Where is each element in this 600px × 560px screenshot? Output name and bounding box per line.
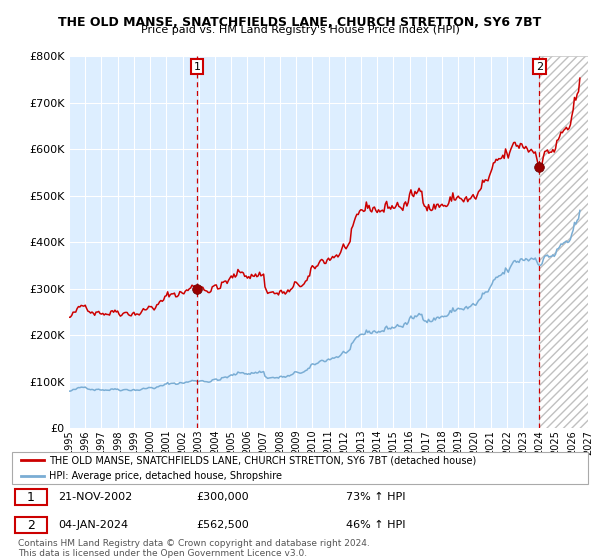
Text: Contains HM Land Registry data © Crown copyright and database right 2024.
This d: Contains HM Land Registry data © Crown c… [18, 539, 370, 558]
Text: 1: 1 [194, 62, 200, 72]
Bar [539, 56, 588, 428]
Text: £300,000: £300,000 [196, 492, 249, 502]
Text: 04-JAN-2024: 04-JAN-2024 [58, 520, 128, 530]
Text: HPI: Average price, detached house, Shropshire: HPI: Average price, detached house, Shro… [49, 472, 283, 481]
Text: £562,500: £562,500 [196, 520, 249, 530]
Text: THE OLD MANSE, SNATCHFIELDS LANE, CHURCH STRETTON, SY6 7BT: THE OLD MANSE, SNATCHFIELDS LANE, CHURCH… [58, 16, 542, 29]
Text: THE OLD MANSE, SNATCHFIELDS LANE, CHURCH STRETTON, SY6 7BT (detached house): THE OLD MANSE, SNATCHFIELDS LANE, CHURCH… [49, 455, 476, 465]
Text: 73% ↑ HPI: 73% ↑ HPI [346, 492, 406, 502]
Text: 2: 2 [27, 519, 35, 532]
Text: 2: 2 [536, 62, 543, 72]
Text: 1: 1 [27, 491, 35, 503]
Bar [539, 56, 588, 428]
Text: 21-NOV-2002: 21-NOV-2002 [58, 492, 133, 502]
Text: 46% ↑ HPI: 46% ↑ HPI [346, 520, 406, 530]
Bar [15, 517, 47, 534]
Bar [15, 489, 47, 505]
Text: Price paid vs. HM Land Registry's House Price Index (HPI): Price paid vs. HM Land Registry's House … [140, 25, 460, 35]
